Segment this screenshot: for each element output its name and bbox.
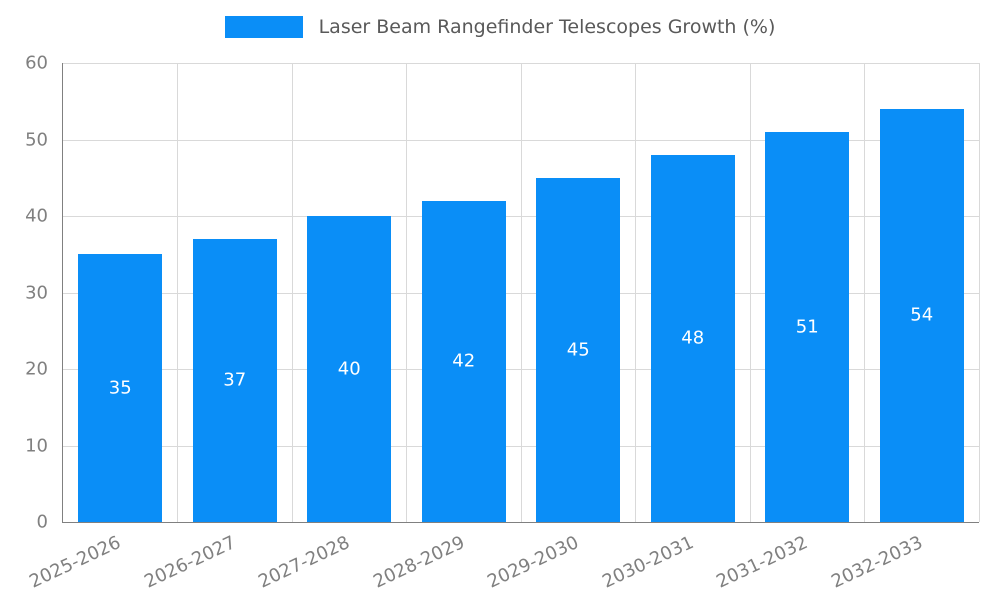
bar-value-label: 35 xyxy=(108,377,132,399)
gridline-vertical xyxy=(635,63,636,522)
x-tick-label: 2026-2027 xyxy=(140,532,239,593)
bar: 35 xyxy=(78,254,163,522)
y-tick-label: 0 xyxy=(36,511,48,533)
x-tick-label: 2031-2032 xyxy=(713,532,812,593)
bar: 45 xyxy=(536,177,621,522)
x-tick-label: 2030-2031 xyxy=(598,532,697,593)
x-tick-label: 2029-2030 xyxy=(484,532,583,593)
x-tick-label: 2028-2029 xyxy=(369,532,468,593)
gridline-vertical xyxy=(291,63,293,522)
bar: 37 xyxy=(192,238,277,522)
bar-value-label: 40 xyxy=(337,358,361,380)
gridline-vertical xyxy=(978,63,980,522)
gridline-vertical xyxy=(406,63,407,522)
x-tick-label: 2027-2028 xyxy=(255,532,354,593)
gridline-vertical xyxy=(177,63,178,522)
bar-value-label: 37 xyxy=(223,369,247,391)
bar-value-label: 48 xyxy=(681,327,705,349)
gridline-vertical xyxy=(749,63,751,522)
plot-area: 35 37 40 42 45 48 51 54 xyxy=(62,63,980,523)
bar-value-label: 54 xyxy=(910,304,934,326)
y-tick-label: 40 xyxy=(25,205,48,227)
bar: 54 xyxy=(879,108,964,522)
bar: 51 xyxy=(765,131,850,522)
y-tick-label: 50 xyxy=(25,129,48,150)
gridline-vertical xyxy=(864,63,865,522)
y-tick-label: 20 xyxy=(25,358,48,380)
x-tick-label: 2025-2026 xyxy=(26,532,125,593)
bar: 42 xyxy=(421,200,506,522)
bar-value-label: 42 xyxy=(452,350,476,372)
bar-value-label: 45 xyxy=(566,339,590,361)
y-tick-label: 60 xyxy=(25,52,48,74)
chart-legend: Laser Beam Rangefinder Telescopes Growth… xyxy=(0,16,1000,38)
bar-value-label: 51 xyxy=(795,316,819,338)
legend-swatch xyxy=(224,16,303,38)
y-tick-label: 30 xyxy=(25,282,48,303)
y-tick-label: 10 xyxy=(25,435,48,456)
bar: 48 xyxy=(650,154,735,522)
legend-label: Laser Beam Rangefinder Telescopes Growth… xyxy=(318,16,776,38)
bar: 40 xyxy=(307,216,392,522)
gridline-vertical xyxy=(520,63,522,522)
x-tick-label: 2032-2033 xyxy=(827,532,926,593)
